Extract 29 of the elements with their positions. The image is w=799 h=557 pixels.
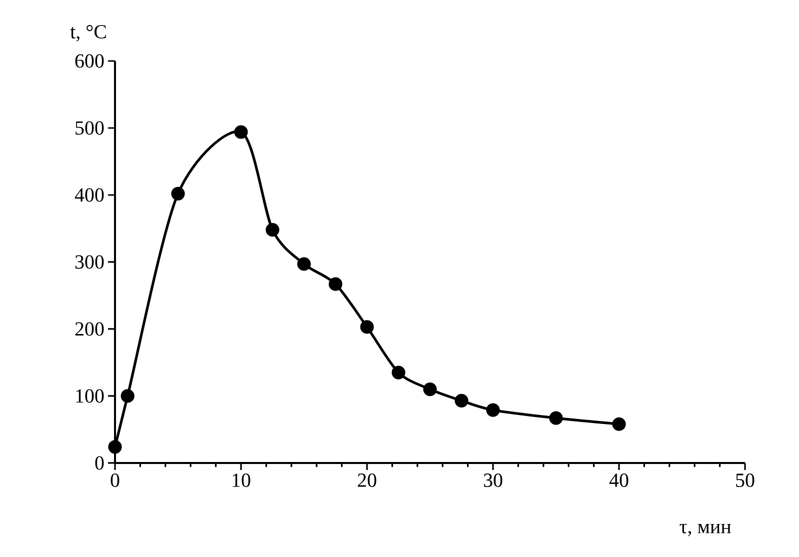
y-tick-label: 100 (76, 389, 104, 403)
y-tick-label: 300 (75, 255, 104, 269)
y-axis-title: t, °C (70, 25, 106, 42)
point (423, 382, 437, 396)
point (108, 440, 122, 454)
point (392, 366, 406, 380)
x-tick-label: 20 (358, 474, 376, 488)
y-tick-label: 500 (76, 121, 104, 135)
point (360, 320, 374, 334)
point (454, 394, 468, 408)
y-tick-label: 400 (74, 188, 104, 202)
y-tick-label: 600 (75, 54, 104, 68)
x-tick-label: 50 (736, 474, 754, 488)
y-tick-label: 200 (75, 322, 104, 336)
point (486, 403, 500, 417)
point (328, 277, 342, 291)
x-tick-label: 30 (484, 474, 502, 488)
point (297, 257, 311, 271)
point (612, 417, 626, 431)
point (171, 186, 185, 200)
x-tick-label: 10 (232, 474, 250, 488)
point (549, 411, 563, 425)
x-tick-label: 40 (609, 474, 628, 488)
x-tick-label: 0 (110, 474, 120, 488)
y-tick-label: 0 (95, 456, 104, 470)
point (266, 223, 280, 237)
x-axis-title: τ, мин (680, 524, 731, 536)
point (234, 125, 248, 139)
point (120, 389, 134, 403)
